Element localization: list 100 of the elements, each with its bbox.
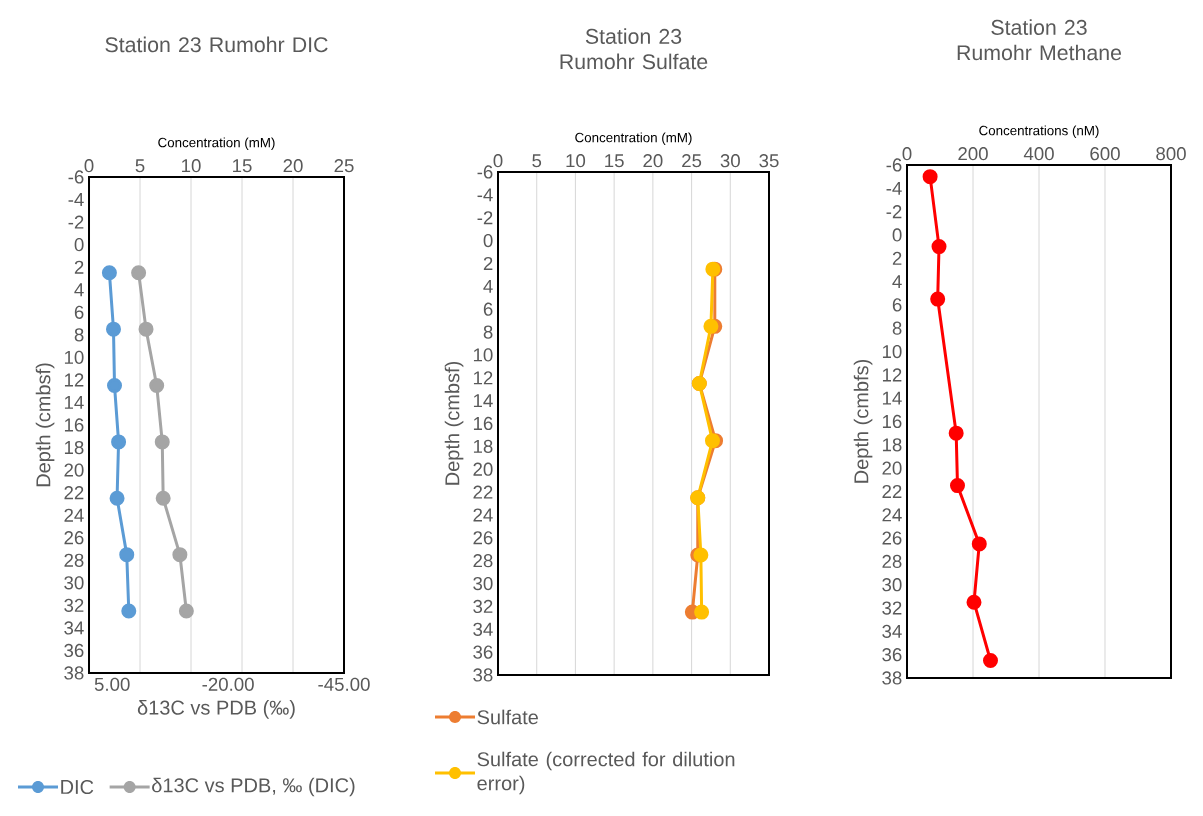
x-tick-label: 5 [135,159,145,173]
y-tick-label: 6 [74,305,84,319]
y-tick-label: 18 [64,440,84,455]
x-tick-label: 200 [958,147,988,161]
legend-label: Sulfate (corrected for dilution error) [477,751,735,795]
y-tick-label: 14 [882,391,902,405]
legend-label: Sulfate [477,709,538,725]
x-tick-label: 10 [566,154,586,168]
y-tick-label: 20 [473,462,493,476]
x-tick-label: 15 [233,159,252,173]
y-tick-label: 30 [64,576,84,590]
y-tick-label: 32 [473,599,493,614]
y-axis-title: Depth (cmbsf) [444,361,464,485]
y-tick-label: 16 [64,418,84,432]
y-tick-label: 8 [892,321,902,335]
x-tick-label: 20 [643,154,663,168]
y-tick-label: 16 [473,416,493,431]
y-tick-label: 24 [882,508,902,522]
x-tick-label: 30 [720,154,740,168]
y-tick-label: 16 [882,414,902,429]
y-tick-label: -6 [68,170,84,184]
y-tick-label: 28 [473,554,493,568]
y-tick-label: 18 [882,438,902,452]
y-tick-label: 2 [892,251,902,265]
y-tick-label: -2 [477,211,493,225]
x-tick-label: 800 [1156,147,1186,161]
y-tick-label: 14 [473,394,493,408]
x2-tick-label: -20.00 [202,677,254,691]
y-tick-label: 10 [64,350,84,364]
y-tick-label: 22 [473,485,493,499]
x-tick-label: 10 [182,159,201,173]
y-tick-label: 4 [74,283,84,297]
y-tick-label: 24 [64,508,84,522]
y-tick-label: 12 [473,371,493,385]
y-tick-label: 2 [74,260,84,274]
y-tick-label: -2 [886,205,902,219]
x-tick-label: 5 [532,154,542,168]
y-tick-label: 30 [882,578,902,592]
y-tick-label: 36 [64,643,84,658]
chart-title: Station 23 Rumohr DIC [105,36,328,53]
y-tick-label: 20 [64,463,84,477]
y-tick-label: 12 [64,373,84,387]
y-tick-label: 34 [473,622,493,636]
y-tick-label: 0 [892,228,902,242]
y-tick-label: -4 [68,193,84,206]
y-tick-label: 36 [473,645,493,659]
x-tick-label: 400 [1023,147,1054,161]
y-tick-label: 10 [473,348,493,362]
y-tick-label: -6 [886,158,902,172]
y-tick-label: 4 [483,279,493,293]
y-tick-label: 38 [473,668,493,682]
y-tick-label: 8 [483,325,493,339]
y-tick-label: 28 [882,554,902,569]
y-tick-label: 32 [64,598,84,612]
y-tick-label: 10 [882,344,902,359]
x-axis-title: Concentration (mM) [575,132,692,145]
y-tick-label: 2 [483,256,493,270]
y-tick-label: 36 [882,648,902,662]
y-axis-title: Depth (cmbfs) [853,359,873,483]
y-tick-label: 34 [882,624,902,638]
y-tick-label: -4 [886,181,902,195]
y-tick-label: 26 [473,531,493,545]
y-tick-label: 12 [882,368,902,382]
x-tick-label: 15 [605,154,624,168]
y-tick-label: 14 [64,396,84,409]
y-tick-label: 26 [64,531,84,545]
x-tick-label: 20 [283,159,303,173]
x-tick-label: 0 [493,154,503,168]
y-tick-label: 30 [473,576,493,591]
y-tick-label: 4 [892,275,902,289]
y-tick-label: 0 [74,238,84,252]
legend-label: δ13C vs PDB, ‰ (DIC) [152,777,355,797]
x-tick-label: 25 [334,159,354,173]
y-tick-label: 0 [483,233,493,248]
y-tick-label: 20 [882,461,902,475]
x2-tick-label: 5.00 [94,677,130,691]
x-tick-label: 25 [682,154,702,168]
y-tick-label: 18 [473,439,493,453]
y-tick-label: 34 [64,621,84,635]
legend-label: DIC [61,779,94,795]
y-tick-label: 38 [64,666,84,680]
x-tick-label: 0 [84,159,94,173]
x-tick-label: 0 [902,147,912,161]
y-axis-title: Depth (cmbsf) [35,363,55,487]
chart-title: Station 23 Rumohr Methane [957,19,1122,61]
y-tick-label: -4 [477,188,493,202]
y-tick-label: 24 [473,508,493,522]
chart-title: Station 23 Rumohr Sulfate [560,28,708,70]
y-tick-label: 26 [882,531,902,545]
y-tick-label: 6 [483,302,493,316]
x2-axis-title: δ13C vs PDB (‰) [137,700,295,719]
y-tick-label: -2 [68,215,84,229]
y-tick-label: 8 [74,328,84,342]
x-tick-label: 600 [1090,147,1120,161]
y-tick-label: 32 [882,601,902,615]
y-tick-label: 22 [64,486,84,500]
y-tick-label: 38 [882,671,902,685]
x-tick-label: 35 [759,154,779,168]
y-tick-label: 6 [892,298,902,312]
y-tick-label: 22 [882,484,902,498]
